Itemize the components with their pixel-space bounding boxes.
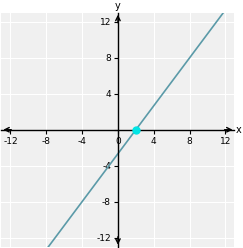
- Text: x: x: [236, 125, 242, 135]
- Text: y: y: [115, 1, 121, 11]
